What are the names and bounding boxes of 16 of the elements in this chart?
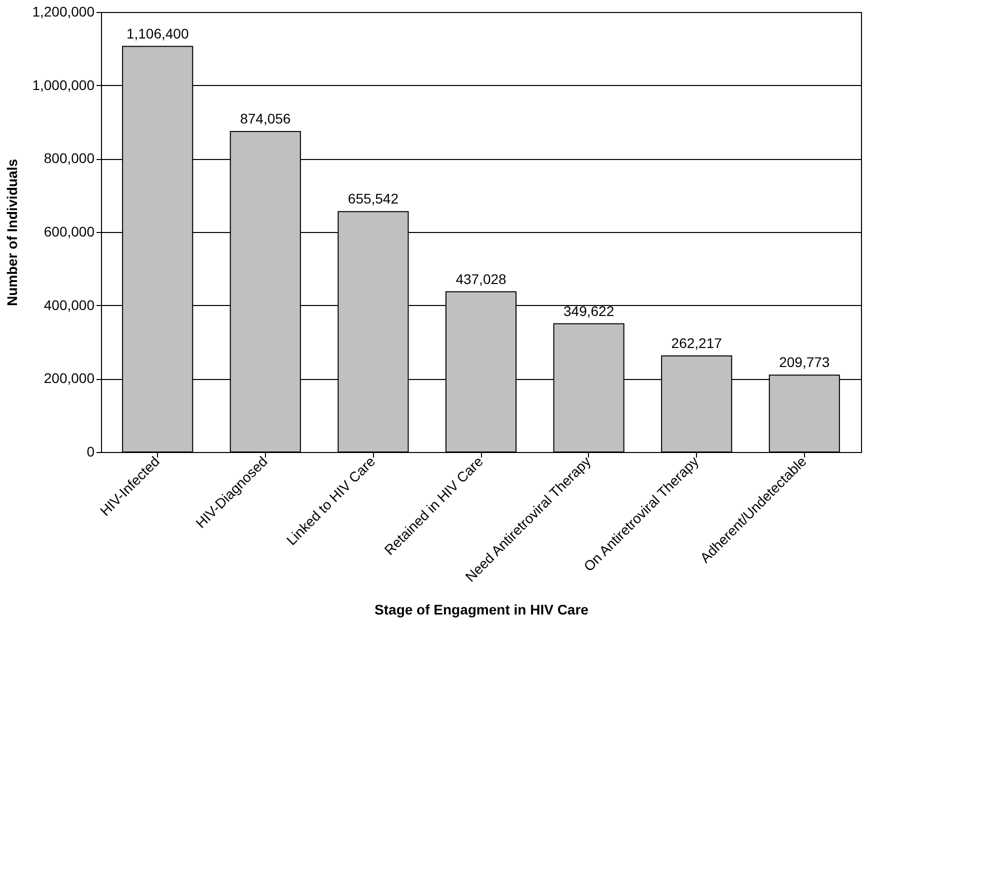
x-axis-title: Stage of Engagment in HIV Care <box>374 601 589 618</box>
data-label: 209,773 <box>779 354 830 370</box>
data-label: 874,056 <box>240 110 291 127</box>
y-tick-label: 800,000 <box>44 150 95 166</box>
y-tick-label: 1,000,000 <box>32 76 95 93</box>
y-axis-title: Number of Individuals <box>4 158 20 306</box>
y-tick-label: 0 <box>86 444 95 460</box>
y-tick-label: 200,000 <box>44 370 95 386</box>
data-label: 655,542 <box>348 190 399 207</box>
y-tick-label: 400,000 <box>44 296 95 313</box>
y-tick-label: 600,000 <box>44 224 95 240</box>
data-label: 1,106,400 <box>126 25 189 42</box>
data-label: 349,622 <box>563 302 614 319</box>
y-tick-label: 1,200,000 <box>32 4 95 20</box>
data-label: 262,217 <box>671 334 722 351</box>
data-label: 437,028 <box>456 270 507 287</box>
